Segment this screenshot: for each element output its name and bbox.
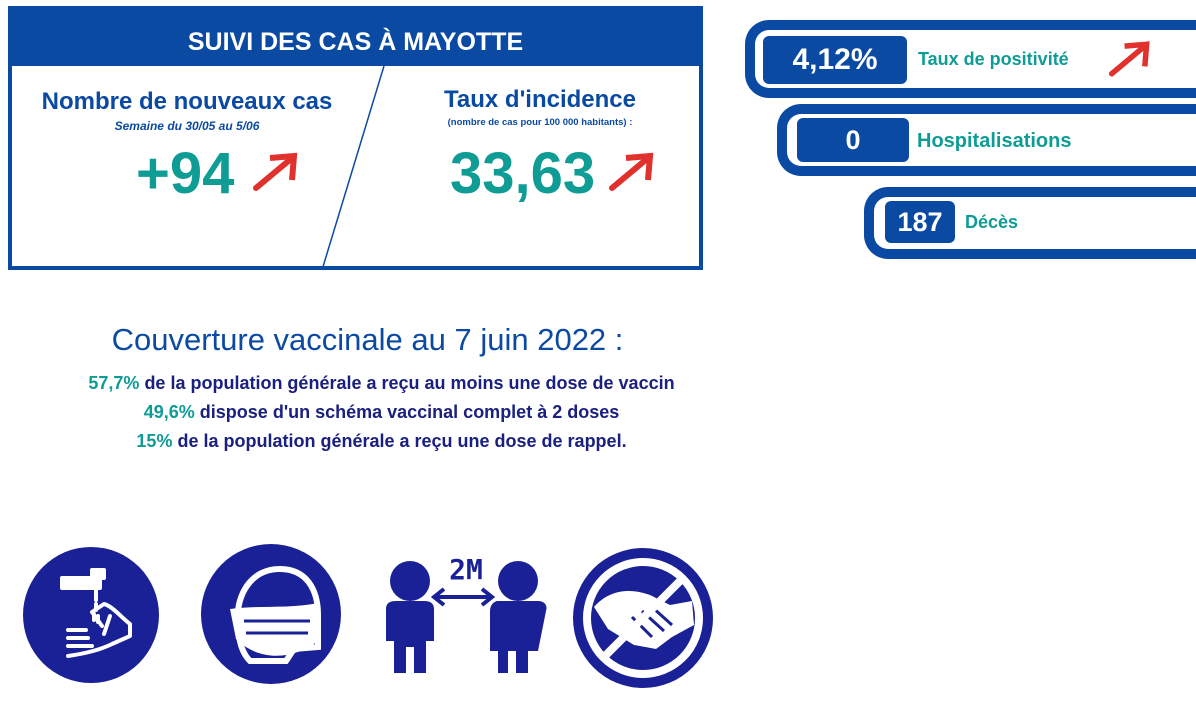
- incidence-value: 33,63: [450, 141, 596, 206]
- hand-washing-icon: [23, 547, 159, 683]
- vaccination-line: 15% de la population générale a reçu une…: [136, 431, 627, 451]
- hospitalisations-card: [777, 104, 1196, 176]
- cases-panel: [8, 6, 703, 270]
- positivity-value: 4,12%: [763, 36, 907, 84]
- no-handshake-icon: [573, 548, 713, 688]
- vaccination-line: 57,7% de la population générale a reçu a…: [88, 373, 675, 393]
- new-cases-value: +94: [136, 141, 235, 206]
- incidence-title: Taux d'incidence: [444, 86, 636, 113]
- social-distance-icon: 2M: [378, 553, 550, 673]
- new-cases-subtitle: Semaine du 30/05 au 5/06: [114, 119, 260, 133]
- deces-label: Décès: [965, 212, 1019, 232]
- hospitalisations-label: Hospitalisations: [917, 130, 1072, 152]
- hospitalisations-value: 0: [797, 118, 909, 162]
- deces-card: [864, 187, 1196, 259]
- distance-label: 2M: [449, 553, 483, 586]
- panel-header: SUIVI DES CAS À MAYOTTE: [8, 6, 703, 66]
- vaccination-line: 49,6% dispose d'un schéma vaccinal compl…: [143, 402, 620, 422]
- panel-divider: [321, 66, 385, 271]
- face-mask-icon: [201, 544, 341, 684]
- positivity-label: Taux de positivité: [918, 49, 1069, 69]
- trend-up-icon: [609, 152, 654, 191]
- incidence-subtitle: (nombre de cas pour 100 000 habitants) :: [447, 117, 633, 128]
- trend-up-icon: [1108, 41, 1150, 77]
- positivity-card: [745, 20, 1196, 98]
- people-icon: [386, 561, 547, 673]
- new-cases-title: Nombre de nouveaux cas: [41, 88, 333, 115]
- vaccination-title: Couverture vaccinale au 7 juin 2022 :: [111, 322, 624, 357]
- trend-up-icon: [253, 152, 298, 191]
- deces-value: 187: [885, 201, 955, 243]
